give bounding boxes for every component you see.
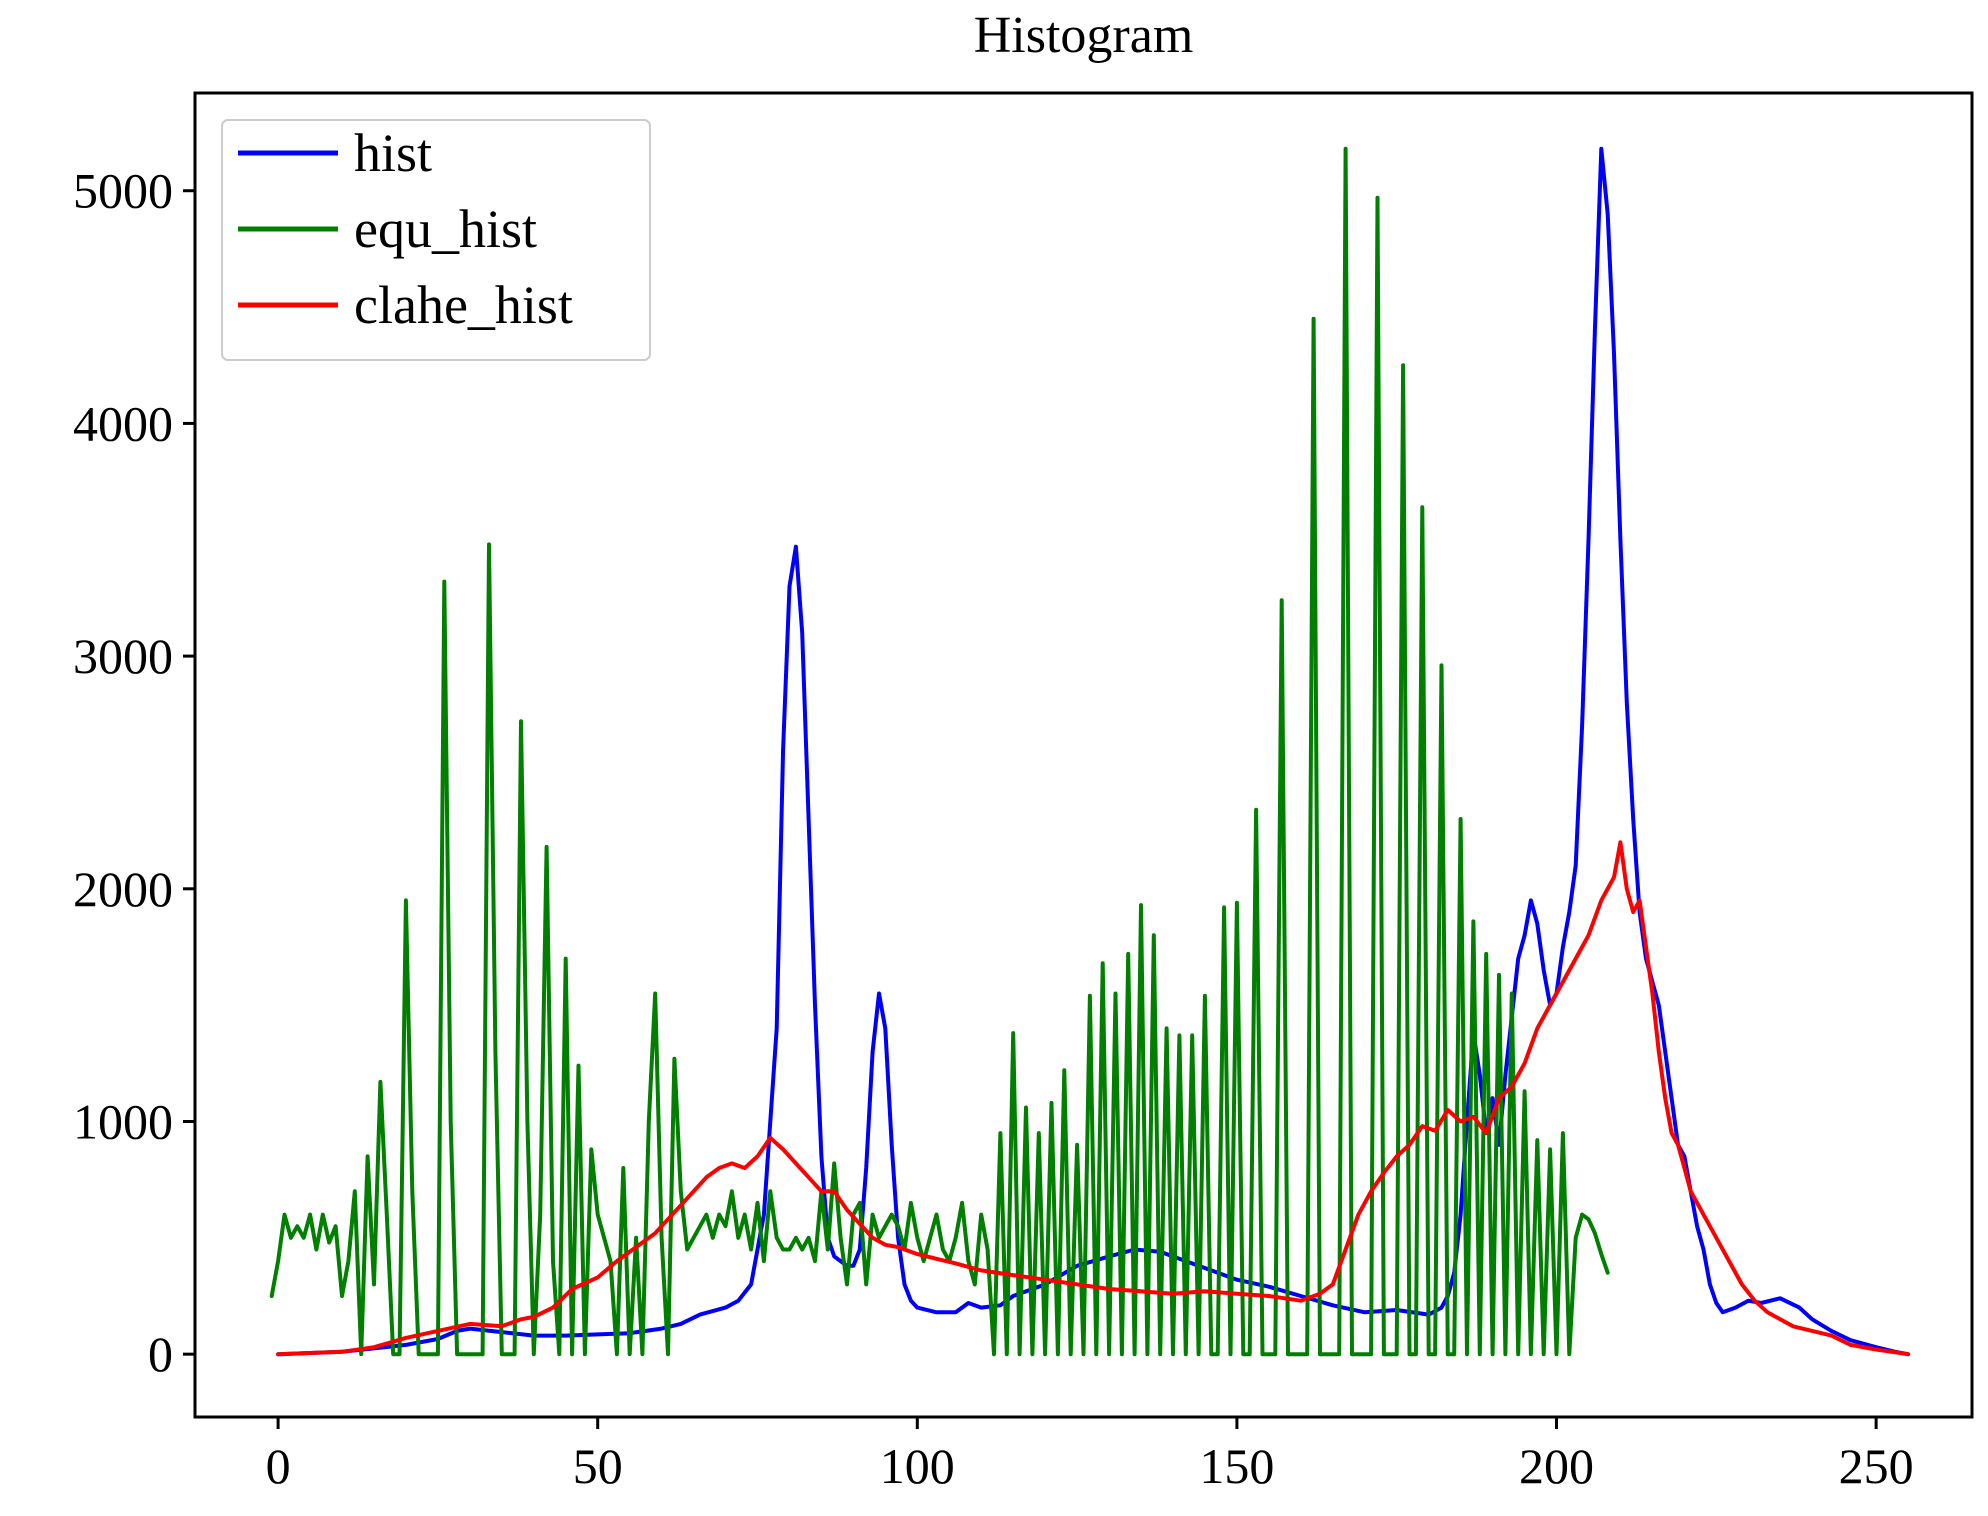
legend-box <box>221 119 651 361</box>
y-tick-label: 1000 <box>73 1093 173 1149</box>
y-tick-label: 3000 <box>73 628 173 684</box>
x-tick-label: 50 <box>573 1438 623 1494</box>
y-tick-label: 0 <box>148 1326 173 1382</box>
x-tick-label: 200 <box>1519 1438 1594 1494</box>
y-tick-label: 5000 <box>73 163 173 219</box>
legend: hist equ_hist clahe_hist <box>221 119 651 361</box>
series-line-equ-hist <box>269 146 1610 1357</box>
x-tick-label: 250 <box>1839 1438 1914 1494</box>
y-tick-label: 2000 <box>73 861 173 917</box>
x-tick-label: 100 <box>880 1438 955 1494</box>
plot-frame <box>193 91 1974 1419</box>
legend-label-clahe-hist: clahe_hist <box>354 275 573 335</box>
x-tick-label: 150 <box>1199 1438 1274 1494</box>
chart-title: Histogram <box>974 7 1194 64</box>
ticks-layer: 0 50 100 150 200 250 0 1000 2000 3000 4000 5000 <box>73 163 1914 1494</box>
x-tick-label: 0 <box>266 1438 291 1494</box>
legend-label-equ-hist: equ_hist <box>354 199 537 259</box>
series-line-clahe-hist <box>276 840 1911 1357</box>
legend-label-hist: hist <box>354 123 432 183</box>
series-layer <box>269 146 1911 1357</box>
y-tick-label: 4000 <box>73 395 173 451</box>
series-line-hist <box>276 146 1911 1357</box>
